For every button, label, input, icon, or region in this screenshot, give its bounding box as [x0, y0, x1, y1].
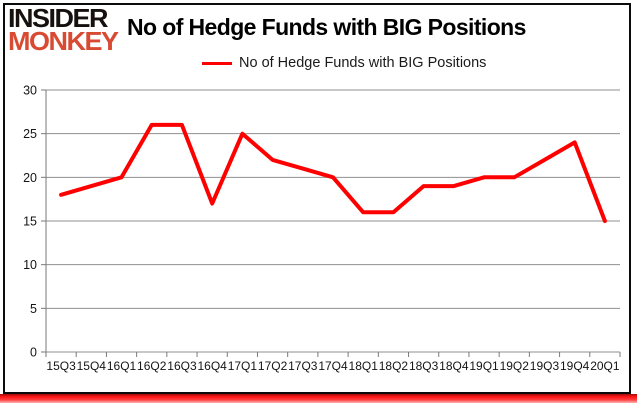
insider-monkey-logo: INSIDER MONKEY: [8, 4, 119, 56]
logo-word-insider: INSIDER: [8, 4, 109, 33]
logo-word-monkey: MONKEY: [8, 27, 119, 56]
chart-frame: [3, 3, 631, 394]
y-tick-label: 5: [30, 302, 37, 316]
x-tick-label: 16Q4: [197, 359, 227, 373]
y-tick-label: 0: [30, 346, 37, 360]
x-tick-label: 18Q1: [349, 359, 379, 373]
y-tick-label: 10: [23, 258, 37, 272]
x-tick-label: 15Q4: [77, 359, 107, 373]
legend: No of Hedge Funds with BIG Positions: [202, 55, 486, 71]
x-tick-label: 17Q1: [228, 359, 258, 373]
x-tick-label: 19Q3: [530, 359, 560, 373]
x-tick-label: 17Q3: [288, 359, 318, 373]
legend-label: No of Hedge Funds with BIG Positions: [239, 55, 487, 71]
x-tick-label: 18Q3: [409, 359, 439, 373]
x-tick-label: 19Q4: [560, 359, 590, 373]
x-tick-label: 19Q1: [469, 359, 499, 373]
x-tick-label: 18Q4: [439, 359, 469, 373]
y-tick-label: 25: [23, 127, 37, 141]
x-tick-label: 17Q4: [318, 359, 348, 373]
legend-line-swatch: [202, 61, 232, 65]
x-tick-label: 19Q2: [500, 359, 530, 373]
bottom-red-strip: [0, 394, 637, 403]
x-tick-label: 16Q2: [137, 359, 167, 373]
x-tick-label: 18Q2: [379, 359, 409, 373]
x-tick-label: 15Q3: [46, 359, 76, 373]
x-tick-label: 16Q3: [167, 359, 197, 373]
chart-title: No of Hedge Funds with BIG Positions: [127, 14, 526, 40]
series-line: [59, 122, 607, 223]
y-tick-label: 20: [23, 171, 37, 185]
x-tick-label: 20Q1: [590, 359, 620, 373]
y-tick-label: 30: [23, 84, 37, 98]
x-tick-label: 16Q1: [107, 359, 137, 373]
y-tick-label: 15: [23, 215, 37, 229]
x-tick-label: 17Q2: [258, 359, 288, 373]
